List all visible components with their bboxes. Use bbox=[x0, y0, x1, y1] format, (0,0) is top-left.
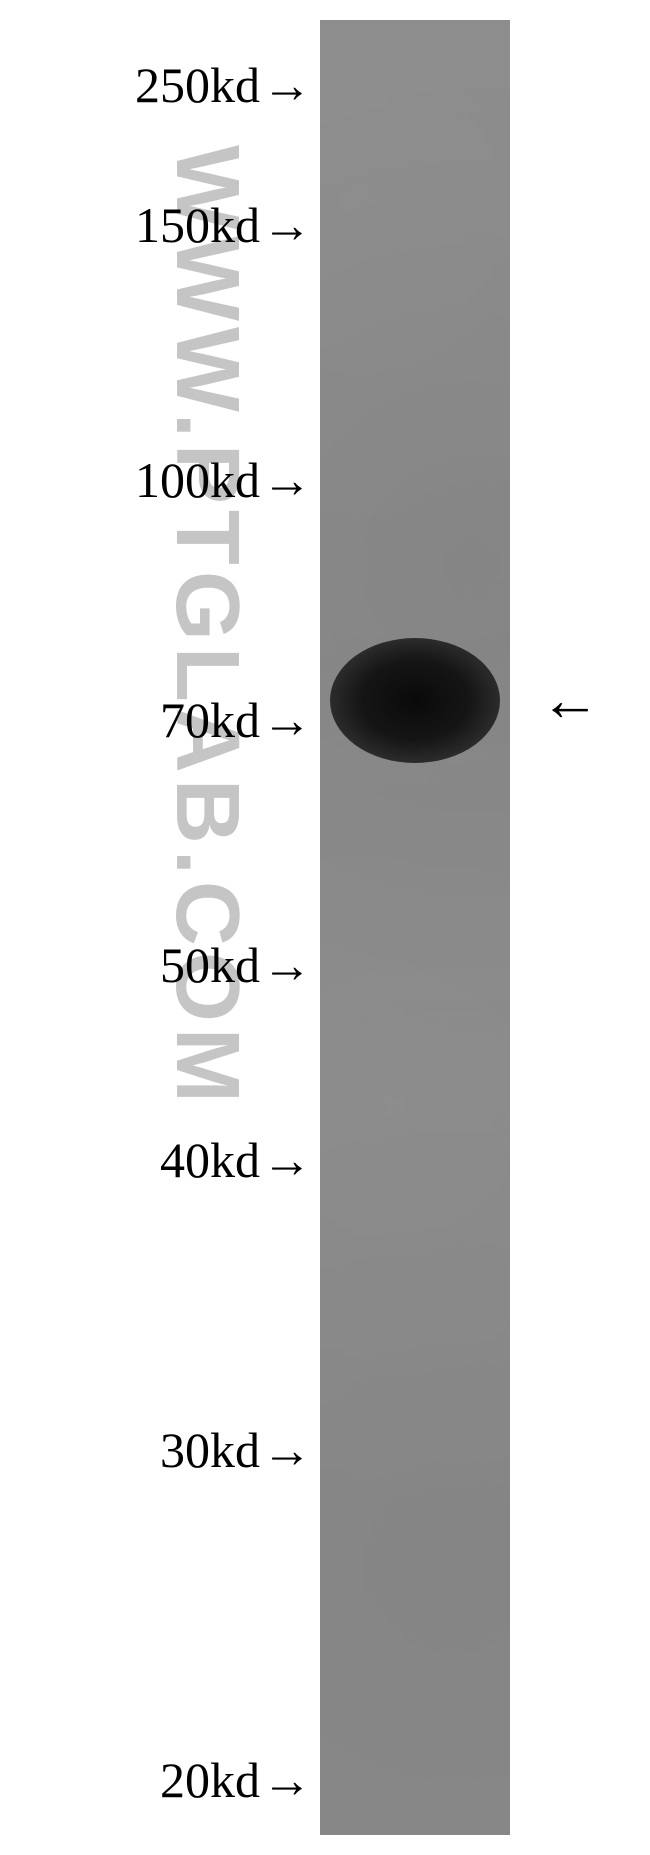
lane-texture bbox=[320, 20, 510, 1835]
mw-marker-label: 70kd bbox=[160, 695, 260, 745]
mw-marker-arrow-icon: → bbox=[262, 1135, 312, 1185]
mw-marker-arrow-icon: → bbox=[262, 455, 312, 505]
mw-marker-label: 30kd bbox=[160, 1425, 260, 1475]
mw-marker-label: 250kd bbox=[135, 60, 260, 110]
mw-marker-arrow-icon: → bbox=[262, 940, 312, 990]
mw-marker-arrow-icon: → bbox=[262, 1425, 312, 1475]
mw-marker-arrow-icon: → bbox=[262, 200, 312, 250]
mw-marker-label: 150kd bbox=[135, 200, 260, 250]
mw-marker-arrow-icon: → bbox=[262, 1755, 312, 1805]
mw-marker-label: 20kd bbox=[160, 1755, 260, 1805]
protein-band bbox=[330, 638, 500, 763]
mw-marker-label: 40kd bbox=[160, 1135, 260, 1185]
band-indicator-arrow: ← bbox=[540, 670, 600, 730]
mw-marker-arrow-icon: → bbox=[262, 60, 312, 110]
mw-marker-label: 50kd bbox=[160, 940, 260, 990]
blot-lane bbox=[320, 20, 510, 1835]
mw-marker-label: 100kd bbox=[135, 455, 260, 505]
mw-marker-arrow-icon: → bbox=[262, 695, 312, 745]
blot-figure: WWW.PTGLAB.COM 250kd→150kd→100kd→70kd→50… bbox=[0, 0, 650, 1855]
